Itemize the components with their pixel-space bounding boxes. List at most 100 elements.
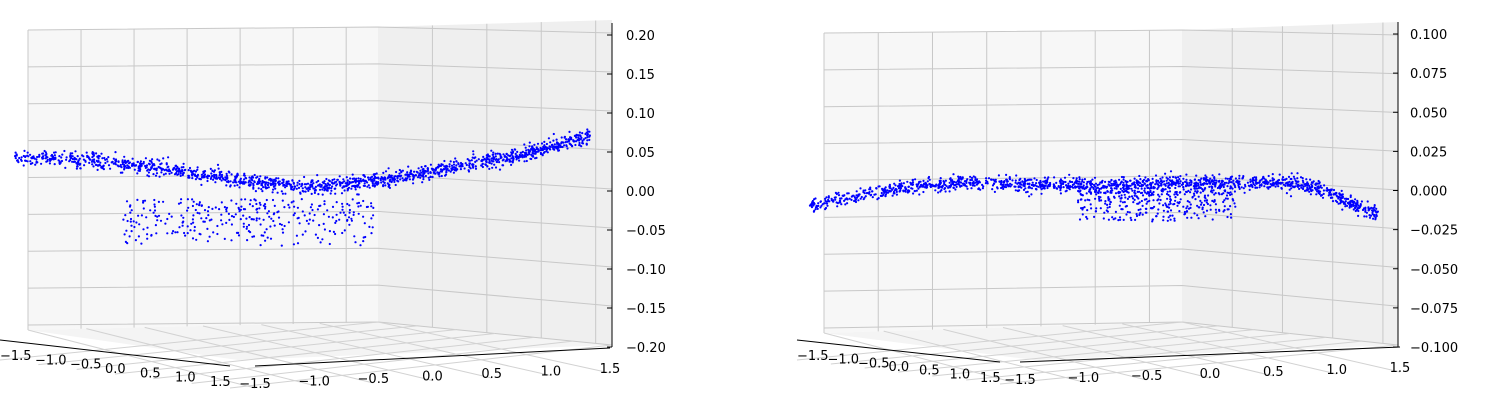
data-point bbox=[316, 184, 320, 187]
data-point bbox=[455, 160, 458, 163]
data-point bbox=[1104, 202, 1107, 205]
data-point bbox=[211, 207, 214, 210]
data-point bbox=[1189, 188, 1193, 191]
data-point bbox=[570, 136, 573, 139]
data-point bbox=[1183, 210, 1186, 214]
data-point bbox=[301, 182, 304, 185]
data-point bbox=[144, 157, 147, 160]
data-point bbox=[440, 170, 443, 173]
data-point bbox=[1143, 187, 1146, 190]
data-point bbox=[1083, 206, 1086, 209]
data-point bbox=[1176, 193, 1179, 196]
data-point bbox=[911, 181, 915, 184]
data-point bbox=[1343, 197, 1347, 200]
data-point bbox=[238, 186, 241, 189]
data-point bbox=[76, 165, 79, 168]
data-point bbox=[129, 217, 133, 221]
data-point bbox=[1279, 182, 1282, 185]
data-point bbox=[179, 201, 182, 204]
data-point bbox=[209, 177, 212, 180]
data-point bbox=[1293, 186, 1296, 189]
data-point bbox=[1307, 188, 1310, 191]
data-point bbox=[234, 175, 237, 178]
data-point bbox=[154, 174, 158, 177]
data-point bbox=[975, 180, 979, 183]
data-point bbox=[1168, 176, 1171, 179]
data-point bbox=[1374, 218, 1377, 221]
data-point bbox=[894, 187, 898, 191]
data-point bbox=[926, 180, 929, 183]
data-point bbox=[191, 218, 194, 221]
data-point bbox=[174, 231, 177, 234]
floor-gridline bbox=[1122, 323, 1337, 375]
data-point bbox=[472, 153, 475, 156]
data-point bbox=[253, 180, 256, 183]
data-point bbox=[994, 180, 998, 183]
data-point bbox=[1238, 177, 1241, 180]
data-point bbox=[235, 202, 238, 205]
data-point bbox=[195, 203, 198, 206]
data-point bbox=[874, 193, 877, 196]
data-point bbox=[1202, 203, 1206, 207]
data-point bbox=[146, 233, 149, 236]
data-point bbox=[1192, 192, 1196, 195]
data-point bbox=[863, 192, 866, 195]
data-point bbox=[1352, 203, 1355, 206]
data-point bbox=[1159, 177, 1162, 180]
data-point bbox=[1107, 183, 1110, 186]
data-point bbox=[1293, 177, 1296, 180]
data-point bbox=[203, 209, 207, 212]
data-point bbox=[217, 176, 220, 179]
data-point bbox=[198, 204, 201, 207]
data-point bbox=[131, 157, 134, 160]
data-point bbox=[1230, 216, 1233, 219]
data-point bbox=[1319, 190, 1322, 193]
data-point bbox=[259, 244, 262, 247]
data-point bbox=[1178, 191, 1181, 194]
data-point bbox=[1167, 181, 1170, 184]
data-point bbox=[1115, 187, 1118, 190]
data-point bbox=[452, 160, 455, 164]
data-point bbox=[110, 161, 113, 164]
z-tick-label: −0.100 bbox=[1410, 341, 1458, 356]
data-point bbox=[116, 164, 119, 167]
data-point bbox=[474, 156, 477, 159]
data-point bbox=[1185, 173, 1188, 176]
data-point bbox=[359, 204, 362, 207]
data-point bbox=[891, 188, 894, 191]
data-point bbox=[182, 220, 185, 223]
data-point bbox=[827, 195, 830, 198]
data-point bbox=[177, 170, 180, 173]
data-point bbox=[1149, 207, 1153, 210]
data-point bbox=[142, 199, 145, 203]
data-point bbox=[1364, 210, 1367, 213]
data-point bbox=[237, 231, 240, 234]
data-point bbox=[826, 204, 829, 207]
data-point bbox=[1169, 200, 1172, 203]
z-gridline bbox=[27, 26, 613, 34]
data-point bbox=[48, 162, 52, 165]
data-point bbox=[1310, 183, 1313, 186]
data-point bbox=[423, 172, 426, 175]
data-point bbox=[234, 213, 237, 216]
data-point bbox=[1158, 195, 1161, 198]
data-point bbox=[255, 176, 258, 179]
data-point bbox=[360, 180, 363, 183]
floor-gridline bbox=[153, 336, 535, 380]
data-point bbox=[1309, 193, 1312, 196]
data-point bbox=[1197, 217, 1200, 220]
data-point bbox=[207, 214, 210, 217]
data-point bbox=[182, 216, 185, 219]
data-point bbox=[1187, 189, 1190, 192]
data-point bbox=[1306, 186, 1309, 189]
data-point bbox=[303, 214, 306, 217]
data-point bbox=[1078, 176, 1081, 179]
data-point bbox=[1024, 187, 1027, 190]
data-point bbox=[474, 160, 477, 163]
data-point bbox=[1266, 182, 1269, 186]
data-point bbox=[370, 202, 373, 205]
data-point bbox=[243, 178, 246, 181]
data-point bbox=[200, 217, 203, 220]
data-point bbox=[256, 211, 259, 214]
data-point bbox=[516, 150, 519, 153]
